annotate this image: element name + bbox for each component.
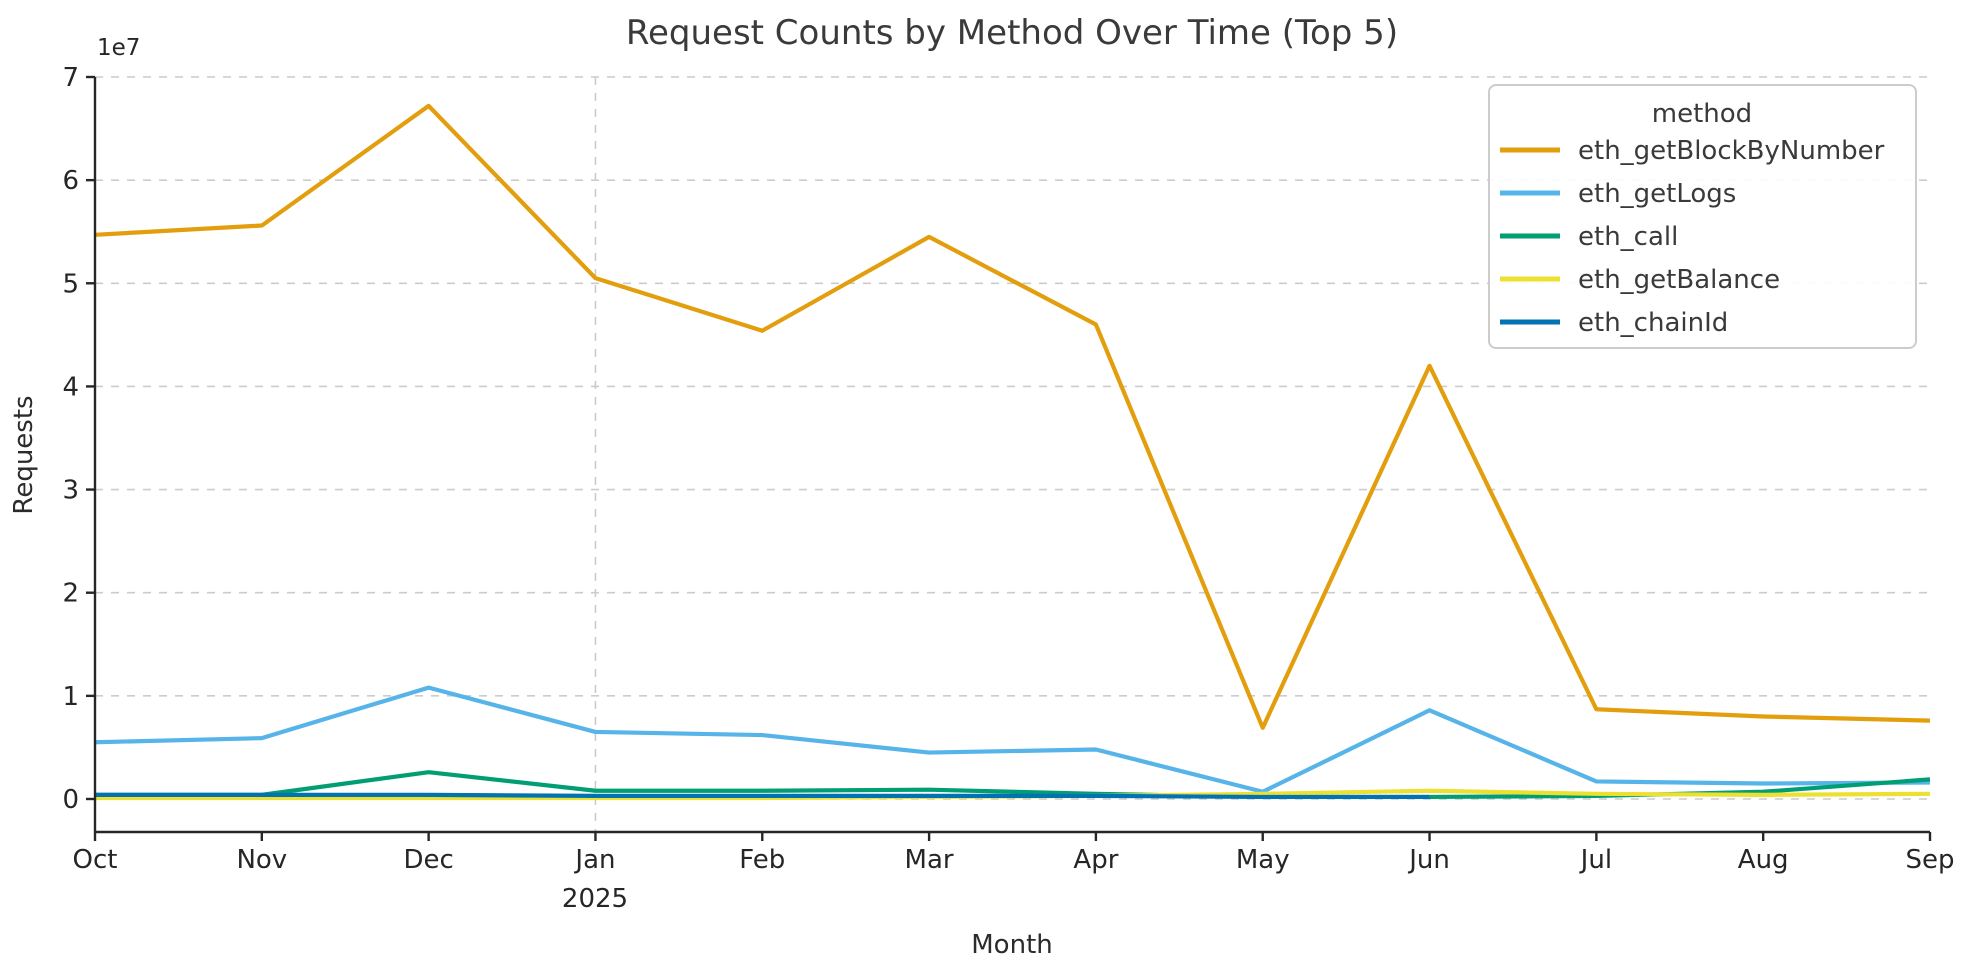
x-tick-label: Jun — [1407, 845, 1450, 875]
legend-label-eth_call: eth_call — [1578, 222, 1678, 252]
y-tick-label: 2 — [62, 579, 79, 609]
x-tick-label: Oct — [73, 845, 118, 875]
series-lines — [94, 103, 1931, 801]
chart-title: Request Counts by Method Over Time (Top … — [626, 13, 1398, 53]
y-tick-label: 1 — [62, 682, 79, 712]
y-tick-label: 5 — [62, 269, 79, 299]
x-tick-labels: Oct Nov Dec Jan Feb Mar Apr May Jun Jul Aug Sep — [73, 845, 1955, 875]
x-tick-label: May — [1236, 845, 1290, 875]
x-tick-label: Dec — [403, 845, 453, 875]
legend-label-eth_getBlockByNumber: eth_getBlockByNumber — [1578, 136, 1885, 166]
x-tick-label: Sep — [1905, 845, 1954, 875]
x-tick-label: Jan — [573, 845, 615, 875]
series-line-eth_getBlockByNumber — [94, 103, 1931, 730]
x-tick-label: Feb — [739, 845, 785, 875]
y-tick-label: 4 — [62, 372, 79, 402]
x-tick-label: Aug — [1738, 845, 1789, 875]
legend-label-eth_chainId: eth_chainId — [1578, 308, 1728, 338]
legend-title: method — [1652, 99, 1752, 129]
series-line-eth_getLogs — [94, 685, 1931, 794]
y-tick-label: 7 — [62, 63, 79, 93]
y-tick-label: 6 — [62, 166, 79, 196]
y-axis-offset-label: 1e7 — [97, 35, 140, 61]
y-tick-label: 0 — [62, 785, 79, 815]
x-axis-label: Month — [971, 930, 1053, 960]
legend-label-eth_getBalance: eth_getBalance — [1578, 265, 1780, 295]
x-tick-label: Apr — [1073, 845, 1118, 875]
legend-box — [1488, 84, 1917, 349]
year-label: 2025 — [562, 884, 628, 914]
y-tick-labels: 0 1 2 3 4 5 6 7 — [62, 63, 79, 815]
axes — [86, 75, 1932, 841]
x-tick-label: Mar — [905, 845, 954, 875]
series-line-eth_chainId — [95, 792, 1430, 800]
y-axis-label: Requests — [9, 395, 39, 514]
x-tick-label: Nov — [236, 845, 287, 875]
y-tick-label: 3 — [62, 476, 79, 506]
legend-label-eth_getLogs: eth_getLogs — [1578, 179, 1736, 209]
legend: method eth_getBlockByNumbereth_getLogset… — [1488, 84, 1917, 349]
legend-entries: eth_getBlockByNumber eth_getLogs eth_calle… — [1500, 136, 1885, 338]
x-tick-label: Jul — [1579, 845, 1612, 875]
